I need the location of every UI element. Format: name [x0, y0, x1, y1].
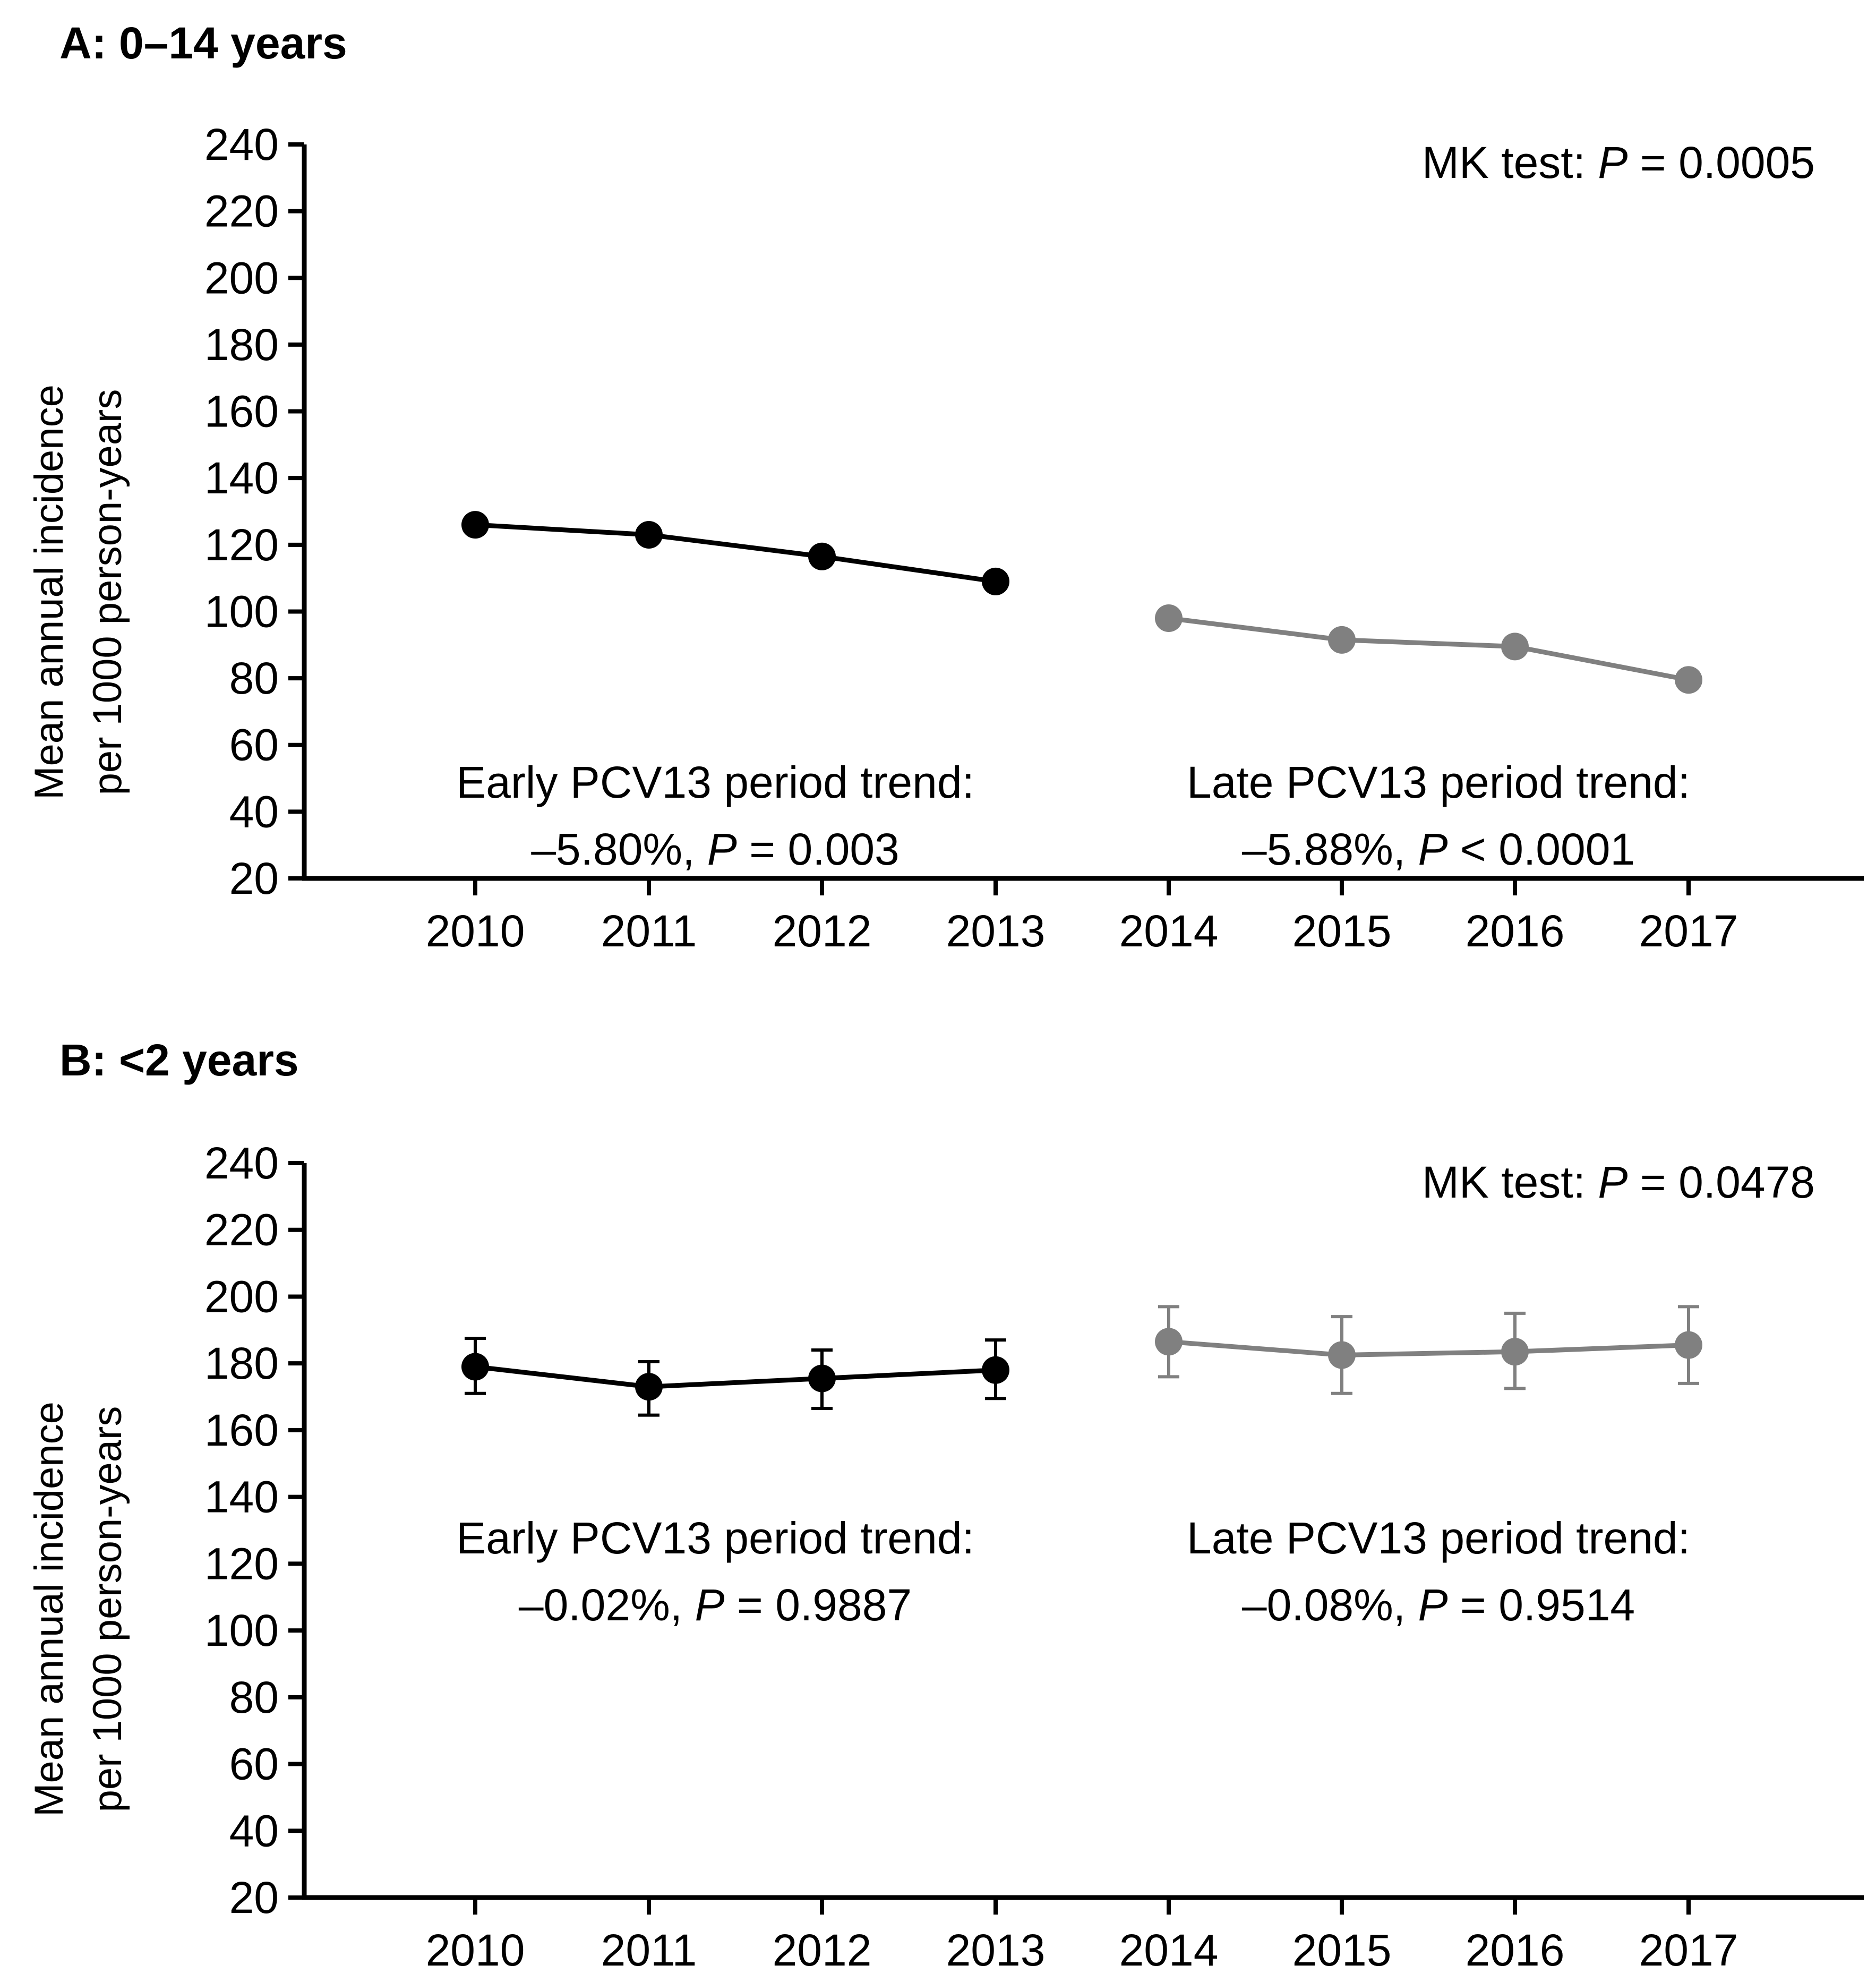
- panel-a-y-ticks: 20 40 60 80 100 120 140 160 180 200 220 240: [204, 119, 304, 903]
- panel-a-series-late-point: [1155, 604, 1183, 633]
- panel-b-x-tick-label: 2015: [1292, 1925, 1392, 1975]
- panel-a-x-tick-label: 2017: [1639, 906, 1738, 956]
- panel-a-x-tick-label: 2013: [946, 906, 1046, 956]
- panel-a-early-trend-line1: Early PCV13 period trend:: [456, 757, 974, 807]
- panel-b-x-tick-label: 2013: [946, 1925, 1046, 1975]
- panel-a-early-trend-line2: –5.80%, P = 0.003: [531, 824, 900, 874]
- panel-a-x-tick-label: 2011: [601, 906, 697, 956]
- panel-a-title: A: 0–14 years: [59, 18, 347, 68]
- panel-b-y-tick-label: 160: [204, 1405, 279, 1455]
- panel-b-series-early-point: [461, 1353, 489, 1381]
- panel-b-title: B: <2 years: [59, 1035, 299, 1085]
- panel-a-early-trend: Early PCV13 period trend: –5.80%, P = 0.…: [456, 757, 974, 874]
- panel-b-series-late-point: [1675, 1331, 1702, 1359]
- panel-b-late-trend-line1: Late PCV13 period trend:: [1187, 1513, 1690, 1563]
- panel-a-y-tick-label: 220: [204, 186, 279, 236]
- panel-b-y-tick-label: 120: [204, 1539, 279, 1588]
- panel-b-y-tick-label: 60: [229, 1739, 279, 1789]
- panel-a-x-tick-label: 2014: [1119, 906, 1219, 956]
- panel-b-series-early-point: [982, 1356, 1009, 1384]
- panel-b-early-trend-line2: –0.02%, P = 0.9887: [519, 1580, 912, 1630]
- panel-b-y-axis-title: Mean annual incidence per 1000 person-ye…: [27, 1402, 130, 1817]
- panel-b-y-tick-label: 140: [204, 1472, 279, 1522]
- panel-a-y-tick-label: 180: [204, 320, 279, 370]
- panel-b-x-tick-label: 2017: [1639, 1925, 1738, 1975]
- panel-a-y-tick-label: 60: [229, 720, 279, 770]
- panel-b-x-tick-label: 2010: [426, 1925, 525, 1975]
- panel-a-x-tick-label: 2010: [426, 906, 525, 956]
- panel-a-y-tick-label: 140: [204, 453, 279, 503]
- panel-a-x-tick-label: 2012: [773, 906, 872, 956]
- panel-b-x-tick-label: 2012: [773, 1925, 872, 1975]
- panel-b-late-trend-line2: –0.08%, P = 0.9514: [1242, 1580, 1635, 1630]
- panel-b-series: [461, 1305, 1702, 1417]
- panel-b-series-late-point: [1328, 1341, 1356, 1369]
- panel-b-late-trend: Late PCV13 period trend: –0.08%, P = 0.9…: [1187, 1513, 1690, 1630]
- panel-a-series: [461, 511, 1702, 694]
- panel-a-y-axis-title-line2: per 1000 person-years: [85, 389, 130, 796]
- panel-a-series-early-point: [635, 520, 663, 549]
- panel-a: A: 0–14 years Mean annual incidence per …: [27, 18, 1864, 956]
- panel-a-y-axis-title: Mean annual incidence per 1000 person-ye…: [27, 385, 130, 800]
- panel-a-series-early-point: [982, 567, 1009, 595]
- panel-b-y-tick-label: 40: [229, 1806, 279, 1856]
- panel-b-y-tick-label: 180: [204, 1338, 279, 1388]
- panel-b-early-trend: Early PCV13 period trend: –0.02%, P = 0.…: [456, 1513, 974, 1630]
- panel-a-x-tick-label: 2016: [1466, 906, 1565, 956]
- panel-a-late-trend-line1: Late PCV13 period trend:: [1187, 757, 1690, 807]
- panel-a-y-tick-label: 120: [204, 520, 279, 570]
- panel-b-x-ticks: 2010 2011 2012 2013 2014 2015 2016 2017: [426, 1898, 1738, 1975]
- panel-a-series-early-point: [808, 542, 836, 570]
- panel-b-x-tick-label: 2014: [1119, 1925, 1219, 1975]
- panel-b-mk-test: MK test: P = 0.0478: [1422, 1157, 1815, 1207]
- panel-b: B: <2 years Mean annual incidence per 10…: [27, 1035, 1864, 1975]
- panel-a-y-tick-label: 100: [204, 586, 279, 636]
- panel-b-y-ticks: 20 40 60 80 100 120 140 160 180 200 220 240: [204, 1138, 304, 1923]
- panel-b-early-trend-line1: Early PCV13 period trend:: [456, 1513, 974, 1563]
- panel-a-y-tick-label: 240: [204, 119, 279, 169]
- panel-a-late-trend: Late PCV13 period trend: –5.88%, P < 0.0…: [1187, 757, 1690, 874]
- panel-b-x-tick-label: 2011: [601, 1925, 697, 1975]
- panel-a-series-late-point: [1675, 666, 1702, 694]
- panel-b-y-axis-title-line1: Mean annual incidence: [27, 1402, 72, 1817]
- panel-a-series-early-point: [461, 511, 489, 539]
- panel-a-mk-test: MK test: P = 0.0005: [1422, 138, 1815, 187]
- panel-a-y-tick-label: 160: [204, 387, 279, 437]
- panel-b-series-early-point: [635, 1373, 663, 1401]
- panel-b-y-tick-label: 100: [204, 1605, 279, 1655]
- panel-a-y-tick-label: 200: [204, 253, 279, 303]
- panel-a-y-tick-label: 20: [229, 853, 279, 903]
- panel-a-x-ticks: 2010 2011 2012 2013 2014 2015 2016 2017: [426, 878, 1738, 956]
- panel-b-series-early-point: [808, 1364, 836, 1392]
- panel-b-series-late-point: [1501, 1338, 1529, 1366]
- panel-a-y-tick-label: 80: [229, 653, 279, 703]
- panel-a-y-tick-label: 40: [229, 787, 279, 836]
- panel-b-y-tick-label: 20: [229, 1873, 279, 1923]
- panel-a-late-trend-line2: –5.88%, P < 0.0001: [1242, 824, 1635, 874]
- panel-a-series-late-point: [1501, 633, 1529, 661]
- panel-b-series-early-line: [475, 1364, 996, 1389]
- panel-b-y-tick-label: 80: [229, 1672, 279, 1722]
- panel-b-y-tick-label: 200: [204, 1271, 279, 1321]
- panel-a-x-tick-label: 2015: [1292, 906, 1392, 956]
- panel-a-series-late-line: [1168, 616, 1689, 682]
- panel-a-series-late-point: [1328, 626, 1356, 654]
- panel-b-x-tick-label: 2016: [1466, 1925, 1565, 1975]
- panel-a-y-axis-title-line1: Mean annual incidence: [27, 385, 72, 800]
- panel-a-series-early-line: [475, 522, 996, 584]
- panel-b-series-late-point: [1155, 1328, 1183, 1356]
- panel-b-y-axis-title-line2: per 1000 person-years: [85, 1406, 130, 1813]
- panel-b-y-tick-label: 240: [204, 1138, 279, 1188]
- panel-b-y-tick-label: 220: [204, 1205, 279, 1255]
- panel-b-series-late-line: [1168, 1339, 1689, 1357]
